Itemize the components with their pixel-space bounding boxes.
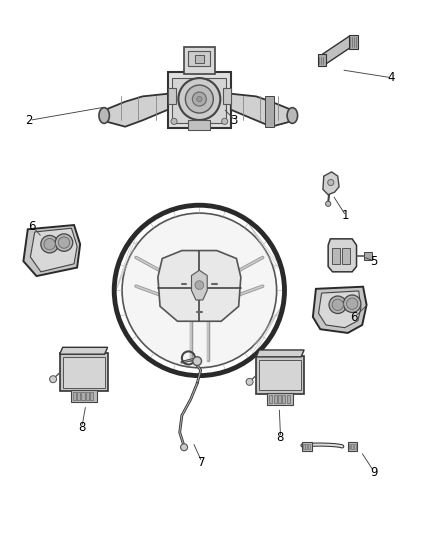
Ellipse shape <box>192 92 206 106</box>
Bar <box>354 444 356 449</box>
Ellipse shape <box>287 108 297 123</box>
Ellipse shape <box>222 118 228 124</box>
Ellipse shape <box>197 96 202 102</box>
Bar <box>90 392 93 400</box>
Text: 9: 9 <box>370 466 378 479</box>
Bar <box>303 444 304 449</box>
Bar <box>305 444 307 449</box>
Ellipse shape <box>343 295 361 312</box>
Bar <box>318 54 325 66</box>
Polygon shape <box>60 348 108 354</box>
Bar <box>81 392 85 400</box>
Bar <box>63 357 105 387</box>
Ellipse shape <box>193 357 201 366</box>
Text: 3: 3 <box>230 114 238 127</box>
Ellipse shape <box>44 238 55 250</box>
Polygon shape <box>158 251 241 321</box>
Polygon shape <box>323 172 339 195</box>
Ellipse shape <box>325 201 331 206</box>
Text: 1: 1 <box>342 209 350 222</box>
Text: 8: 8 <box>276 431 284 444</box>
Bar <box>267 393 293 405</box>
Polygon shape <box>318 291 361 328</box>
Ellipse shape <box>99 108 110 123</box>
Bar <box>77 392 80 400</box>
Text: 7: 7 <box>198 456 205 469</box>
Bar <box>184 47 215 74</box>
Bar <box>60 353 108 391</box>
Ellipse shape <box>346 298 358 309</box>
Ellipse shape <box>180 444 187 451</box>
Bar <box>308 444 310 449</box>
Polygon shape <box>106 94 168 127</box>
Bar <box>256 356 304 394</box>
Text: 5: 5 <box>370 255 378 268</box>
Bar <box>283 395 286 403</box>
Ellipse shape <box>49 376 57 383</box>
Bar <box>86 392 89 400</box>
Bar <box>351 444 353 449</box>
Bar <box>364 252 372 260</box>
Polygon shape <box>23 225 80 276</box>
Bar <box>168 88 176 104</box>
Bar <box>168 72 231 128</box>
Text: 4: 4 <box>388 71 395 84</box>
Ellipse shape <box>328 180 334 185</box>
Ellipse shape <box>171 118 177 124</box>
Bar <box>332 248 339 264</box>
Bar <box>287 395 290 403</box>
Bar <box>269 395 272 403</box>
Bar <box>188 120 210 130</box>
Ellipse shape <box>185 85 213 113</box>
Ellipse shape <box>246 378 253 385</box>
Bar <box>223 88 231 104</box>
Polygon shape <box>30 228 77 272</box>
Bar <box>302 442 311 451</box>
Ellipse shape <box>55 234 73 252</box>
Polygon shape <box>313 287 367 333</box>
Bar <box>172 78 226 123</box>
Bar <box>349 444 350 449</box>
Bar <box>71 390 97 402</box>
Polygon shape <box>191 270 207 300</box>
Ellipse shape <box>41 236 58 253</box>
Polygon shape <box>256 350 304 357</box>
Text: 6: 6 <box>28 220 36 233</box>
Text: 2: 2 <box>25 114 33 127</box>
Polygon shape <box>231 94 291 127</box>
Bar <box>274 395 277 403</box>
Polygon shape <box>328 239 357 272</box>
Bar <box>342 248 350 264</box>
Polygon shape <box>319 36 356 64</box>
Ellipse shape <box>122 213 277 368</box>
Text: 6: 6 <box>350 311 358 324</box>
Bar <box>195 55 204 63</box>
Ellipse shape <box>195 281 204 289</box>
Ellipse shape <box>178 78 220 120</box>
Bar <box>349 35 358 49</box>
Bar <box>265 96 275 127</box>
Ellipse shape <box>58 237 70 248</box>
Ellipse shape <box>332 299 343 310</box>
Text: 8: 8 <box>78 421 85 433</box>
Bar <box>259 360 301 390</box>
Bar <box>348 442 357 451</box>
Bar <box>73 392 76 400</box>
Bar <box>278 395 281 403</box>
Bar <box>188 51 210 66</box>
Ellipse shape <box>329 296 346 313</box>
